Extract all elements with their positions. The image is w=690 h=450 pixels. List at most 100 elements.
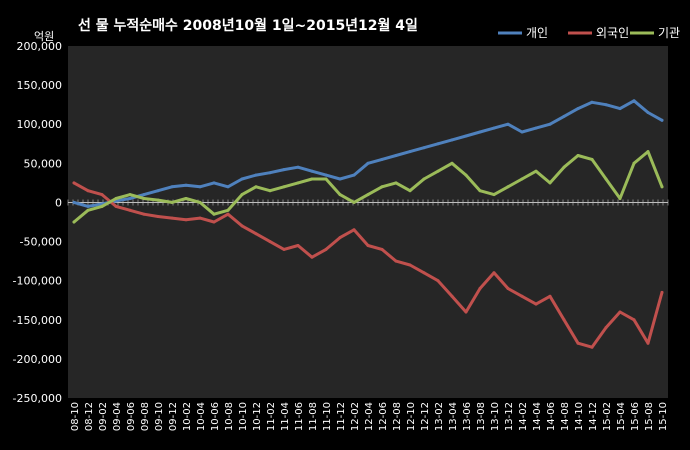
series-point [660, 185, 664, 189]
series-point [338, 177, 342, 181]
series-point [100, 204, 104, 208]
x-tick-label: 15-10 [658, 402, 669, 431]
series-point [492, 271, 496, 275]
series-point [520, 294, 524, 298]
x-tick-label: 10-10 [238, 402, 249, 431]
series-point [562, 318, 566, 322]
x-tick-label: 12-10 [406, 402, 417, 431]
y-tick-label: -150,000 [13, 314, 62, 327]
series-point [142, 193, 146, 197]
series-point [436, 279, 440, 283]
x-tick-label: 14-10 [574, 402, 585, 431]
series-point [366, 244, 370, 247]
series-point [184, 197, 188, 200]
x-tick-label: 09-06 [126, 402, 137, 431]
series-point [576, 341, 580, 345]
series-point [310, 169, 314, 173]
series-point [548, 181, 552, 185]
series-point [366, 161, 370, 165]
series-point [492, 126, 496, 130]
x-tick-label: 14-04 [532, 402, 543, 431]
plot-area [68, 46, 668, 398]
series-point [128, 208, 132, 212]
x-tick-label: 11-06 [294, 402, 305, 431]
series-point [436, 169, 440, 173]
series-point [464, 173, 468, 177]
legend: 개인 외국인 기관 [498, 26, 680, 40]
legend-label: 개인 [526, 26, 548, 40]
x-tick-label: 08-10 [70, 402, 81, 431]
series-point [338, 236, 342, 240]
x-tick-label: 12-04 [364, 402, 375, 431]
series-point [156, 215, 160, 218]
series-point [352, 200, 356, 204]
series-point [142, 197, 146, 200]
series-point [170, 200, 174, 204]
series-point [576, 154, 580, 157]
x-tick-label: 10-12 [252, 402, 263, 431]
series-point [394, 154, 398, 157]
series-point [254, 173, 258, 177]
series-point [660, 118, 664, 122]
series-point [86, 189, 90, 193]
y-tick-label: 150,000 [17, 79, 63, 92]
legend-label: 기관 [658, 26, 680, 40]
series-point [184, 183, 188, 187]
series-point [212, 181, 216, 185]
y-tick-label: 200,000 [17, 40, 63, 53]
series-point [478, 287, 482, 290]
x-tick-label: 13-12 [504, 402, 515, 431]
series-point [506, 122, 510, 126]
series-point [646, 150, 650, 154]
series-point [632, 161, 636, 165]
series-point [534, 302, 538, 306]
series-point [268, 171, 272, 175]
series-point [590, 345, 594, 349]
x-tick-label: 15-08 [644, 402, 655, 431]
series-point [464, 134, 468, 138]
series-point [254, 185, 258, 189]
y-tick-label: -250,000 [13, 392, 62, 405]
x-tick-label: 14-08 [560, 402, 571, 431]
series-point [464, 310, 468, 314]
series-point [324, 173, 328, 177]
series-point [422, 177, 426, 181]
series-point [128, 193, 132, 197]
series-point [254, 232, 258, 236]
series-point [324, 247, 328, 251]
x-tick-label: 11-08 [308, 402, 319, 431]
x-tick-label: 15-04 [616, 402, 627, 431]
series-point [86, 208, 90, 212]
series-point [226, 208, 230, 212]
series-point [520, 177, 524, 181]
x-tick-label: 14-06 [546, 402, 557, 431]
y-tick-label: 0 [55, 196, 62, 209]
series-point [576, 107, 580, 111]
series-point [72, 181, 76, 185]
series-point [240, 224, 244, 228]
x-tick-label: 12-08 [392, 402, 403, 431]
series-point [394, 181, 398, 185]
x-tick-label: 13-10 [490, 402, 501, 431]
x-tick-label: 12-06 [378, 402, 389, 431]
series-point [114, 204, 118, 208]
series-point [352, 228, 356, 232]
series-point [296, 181, 300, 185]
x-tick-label: 09-12 [168, 402, 179, 431]
x-tick-label: 10-06 [210, 402, 221, 431]
series-point [436, 142, 440, 146]
series-point [478, 130, 482, 134]
series-point [380, 247, 384, 251]
y-tick-label: 50,000 [24, 157, 63, 170]
series-point [184, 218, 188, 222]
series-point [478, 189, 482, 193]
y-tick-label: 100,000 [17, 118, 63, 131]
x-tick-label: 13-06 [462, 402, 473, 431]
series-point [646, 341, 650, 345]
x-tick-label: 13-02 [434, 402, 445, 431]
series-point [408, 263, 412, 267]
series-point [450, 294, 454, 298]
y-tick-label: -100,000 [13, 275, 62, 288]
series-point [310, 177, 314, 181]
series-point [408, 150, 412, 154]
